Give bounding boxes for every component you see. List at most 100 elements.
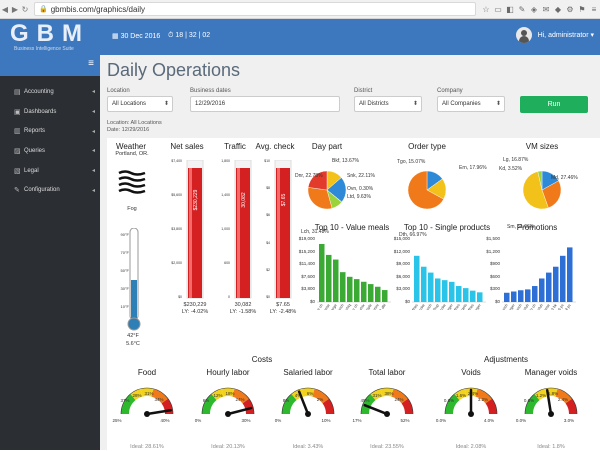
gauge-tick: 1.6% (455, 393, 467, 398)
settings-icon[interactable]: ⚙ (566, 4, 574, 14)
app-subtitle: Business Intelligence Suite (14, 46, 74, 52)
costs-heading: Costs (251, 355, 273, 364)
gauge (360, 387, 414, 417)
sidebar-item-reports[interactable]: ▥ Reports ◂ (14, 128, 95, 136)
kpi-title: Avg. check (255, 142, 295, 151)
gauge-tick: 0% (194, 418, 202, 423)
gauge-rim (201, 387, 255, 415)
kpi-ly: LY: -4.02% (181, 309, 209, 315)
cast-icon[interactable]: ▭ (494, 4, 502, 14)
kpi-title: Net sales (170, 142, 204, 151)
avatar[interactable] (516, 27, 532, 43)
chevron-left-icon: ◂ (91, 109, 95, 116)
bar (539, 278, 545, 302)
reload-icon[interactable]: ↻ (21, 4, 29, 14)
bar (567, 247, 573, 302)
pie-label: Ltd, 9.63% (347, 194, 371, 200)
sidebar-item-accounting[interactable]: ▤ Accounting ◂ (14, 88, 95, 96)
gauge-band (221, 388, 235, 397)
pie-label: Dnr, 22.78% (295, 173, 323, 179)
star-icon[interactable]: ☆ (482, 4, 490, 14)
company-select[interactable]: All Companies ⬍ (437, 96, 505, 112)
app-header: GBM Business Intelligence Suite ▦ 30 Dec… (0, 19, 600, 55)
gauge-band (445, 393, 460, 415)
gauge-band (391, 388, 409, 404)
pocket-icon[interactable]: ◆ (554, 4, 562, 14)
bar-axis-tick: $9,000 (396, 261, 410, 267)
thermometer-tick: 10°F (120, 304, 130, 309)
gauge-hub (305, 411, 311, 417)
gauge-band (301, 388, 315, 397)
gauge-needle (145, 408, 172, 416)
kpi-axis-tick: 0 (228, 295, 230, 299)
hamburger-icon[interactable]: ≡ (88, 58, 94, 69)
weather-place: Portland, OR. (115, 151, 149, 157)
bar-chart-title: Top 10 - Value meals (314, 223, 390, 232)
gauge-tick: 40% (160, 418, 170, 423)
forward-icon[interactable]: ▶ (11, 4, 19, 14)
pie-slice (537, 170, 543, 191)
bar-axis-tick: $3,000 (396, 286, 410, 292)
bar-category-label: vm 1 mini ch (317, 303, 324, 310)
calculator-icon: ▤ (14, 88, 21, 96)
bar-chart-title: Top 10 - Single products (403, 223, 491, 232)
gauge-tick: 0.0% (435, 418, 447, 423)
extension-icon[interactable]: ◧ (506, 4, 514, 14)
mail-icon[interactable]: ✉ (542, 4, 550, 14)
updown-icon: ⬍ (163, 101, 169, 107)
business-dates-input[interactable]: 12/29/2016 (190, 96, 340, 112)
gauge-band (555, 388, 573, 404)
flag-icon[interactable]: ⚑ (578, 4, 586, 14)
kpi-value: $230,229 (183, 302, 207, 308)
run-button[interactable]: Run (520, 96, 588, 113)
bar-axis-tick: $900 (489, 261, 500, 267)
bar (326, 254, 332, 302)
pie-label: Bkf, 13.67% (332, 158, 359, 164)
sidebar-item-dashboards[interactable]: ▣ Dashboards ◂ (14, 108, 95, 116)
gauge-ideal: Ideal: 20.13% (211, 444, 245, 450)
bar-category-label: vm chick sandwich (502, 303, 509, 310)
sidebar-item-legal[interactable]: ▧ Legal ◂ (14, 167, 95, 175)
kpi-bar-label: 30,082 (241, 192, 247, 208)
legal-icon: ▧ (14, 167, 21, 175)
pie-label: Kd, 3.52% (499, 166, 523, 172)
gauge-tick: 1.2% (535, 393, 547, 398)
gauge-band (202, 393, 217, 415)
sidebar-item-queries[interactable]: ▨ Queries ◂ (14, 147, 95, 155)
kpi-axis-tick: $5,600 (171, 193, 182, 197)
app-logo[interactable]: GBM (10, 20, 90, 47)
gauge-tick: 3.2% (477, 397, 489, 402)
gauge-hub (225, 411, 231, 417)
bar-axis-tick: $1,500 (486, 236, 500, 241)
thermometer (127, 228, 141, 331)
pie-label: Snk, 22.11% (347, 173, 375, 179)
bar (319, 243, 325, 302)
sidebar-toggle[interactable]: ≡ (0, 55, 100, 76)
location-select[interactable]: All Locations ⬍ (107, 96, 173, 112)
gauge-tick: 2.4% (557, 397, 569, 402)
bar (456, 286, 462, 302)
kpi-axis-tick: $4 (266, 240, 270, 245)
kpi-bar-highlight (277, 168, 280, 298)
address-bar[interactable]: 🔒 gbmbis.com/graphics/daily (34, 2, 476, 16)
shield-icon[interactable]: ◈ (530, 4, 538, 14)
kpi-axis-tick: $10 (264, 159, 270, 163)
gauge-tick: 38% (384, 391, 394, 396)
kpi-title: Traffic (224, 142, 246, 151)
back-icon[interactable]: ◀ (1, 4, 9, 14)
bar-axis-tick: $11,400 (299, 261, 315, 267)
gauge-tick: 10% (321, 418, 331, 423)
pen-icon[interactable]: ✎ (518, 4, 526, 14)
gauge-tick: 6% (306, 391, 314, 396)
bar (470, 290, 476, 302)
bar-axis-tick: $3,800 (301, 286, 315, 292)
district-select[interactable]: All Districts ⬍ (354, 96, 422, 112)
sidebar-item-configuration[interactable]: ✎ Configuration ◂ (14, 187, 95, 195)
user-menu[interactable]: Hi, administrator ▾ (537, 32, 594, 39)
wrench-icon: ✎ (14, 187, 20, 195)
menu-icon[interactable]: ≡ (591, 4, 597, 14)
gauge-tick: 3.0% (563, 418, 575, 423)
gauge-tick: 52% (400, 418, 410, 423)
pie-label: Ern, 17.96% (459, 165, 487, 171)
weather-condition: Fog (127, 206, 137, 212)
